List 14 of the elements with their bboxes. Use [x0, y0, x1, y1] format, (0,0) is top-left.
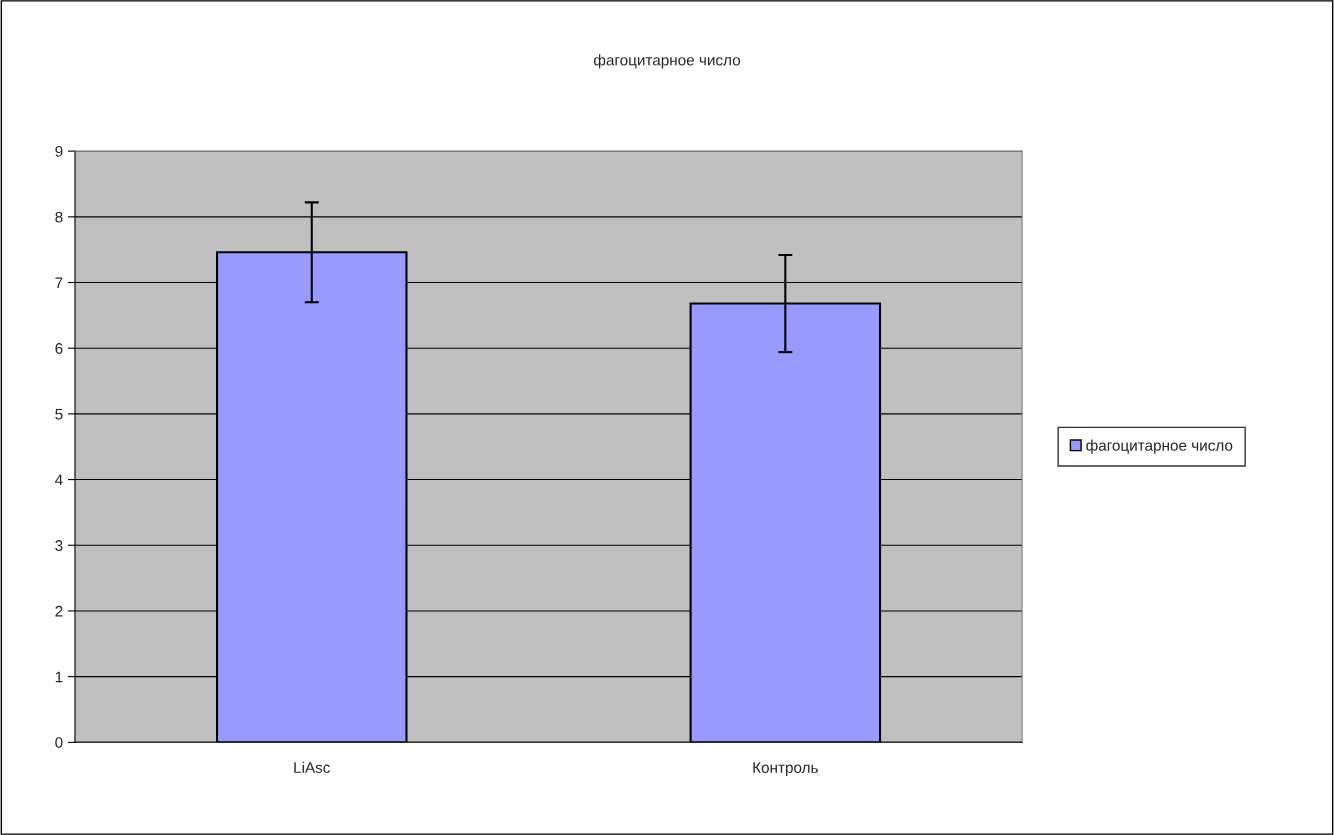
legend-label: фагоцитарное число [1086, 439, 1233, 454]
x-tick-label: Контроль [753, 762, 818, 776]
y-tick-label: 7 [55, 277, 63, 289]
y-tick-label: 2 [55, 605, 63, 617]
y-tick-label: 1 [55, 671, 63, 683]
y-tick-label: 0 [55, 737, 63, 748]
y-tick-label: 3 [55, 540, 63, 551]
y-tick-label: 6 [55, 343, 63, 354]
y-tick-label: 5 [55, 408, 63, 420]
chart-title: фагоцитарное число [594, 54, 741, 69]
y-tick-label: 8 [55, 211, 63, 223]
y-tick-label: 4 [55, 474, 63, 486]
x-tick-label: LiAsc [294, 761, 331, 773]
y-tick-label: 9 [55, 146, 63, 157]
